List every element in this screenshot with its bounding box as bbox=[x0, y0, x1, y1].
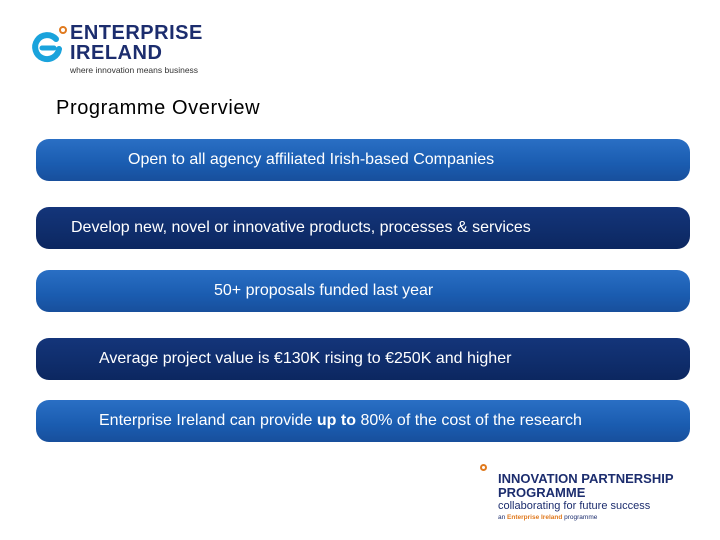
page-title: Programme Overview bbox=[56, 97, 261, 119]
overview-bar-5-text-post: 80% of the cost of the research bbox=[356, 412, 582, 429]
ipp-logo-line2: PROGRAMME bbox=[498, 485, 586, 500]
ipp-attribution-brand: Enterprise Ireland bbox=[507, 514, 563, 521]
enterprise-ireland-logo: ENTERPRISE IRELAND where innovation mean… bbox=[28, 22, 218, 78]
overview-bar-1-text: Open to all agency affiliated Irish-base… bbox=[128, 151, 495, 168]
overview-bar-2-text: Develop new, novel or innovative product… bbox=[71, 219, 531, 236]
overview-bar-3-text: 50+ proposals funded last year bbox=[214, 282, 434, 299]
overview-bar-2: Develop new, novel or innovative product… bbox=[36, 207, 690, 249]
ipp-attribution-post: programme bbox=[562, 514, 598, 521]
overview-bar-4: Average project value is €130K rising to… bbox=[36, 338, 690, 380]
overview-bar-5-text-pre: Enterprise Ireland can provide bbox=[99, 412, 317, 429]
ipp-logo-slogan: collaborating for future success bbox=[498, 500, 651, 512]
overview-bar-4-text: Average project value is €130K rising to… bbox=[99, 350, 512, 367]
logo-wordmark-line1: ENTERPRISE bbox=[70, 22, 203, 44]
ipp-logo-line1: INNOVATION PARTNERSHIP bbox=[498, 471, 674, 486]
logo-tagline: where innovation means business bbox=[70, 65, 199, 75]
enterprise-ireland-logo-icon bbox=[32, 26, 67, 63]
ipp-attribution-pre: an bbox=[498, 514, 508, 521]
logo-wordmark-line2: IRELAND bbox=[70, 42, 163, 64]
ipp-logo-dot-icon bbox=[480, 464, 487, 471]
ipp-logo-attribution: an Enterprise Ireland programme bbox=[498, 514, 597, 521]
innovation-partnership-programme-logo: INNOVATION PARTNERSHIP PROGRAMME collabo… bbox=[480, 462, 716, 526]
overview-bar-5-text-bold: up to bbox=[316, 412, 356, 429]
overview-bar-1: Open to all agency affiliated Irish-base… bbox=[36, 139, 690, 181]
overview-bar-5-text: Enterprise Ireland can provide up to 80%… bbox=[99, 412, 582, 430]
overview-bar-3: 50+ proposals funded last year bbox=[36, 270, 690, 312]
overview-bar-5: Enterprise Ireland can provide up to 80%… bbox=[36, 400, 690, 442]
